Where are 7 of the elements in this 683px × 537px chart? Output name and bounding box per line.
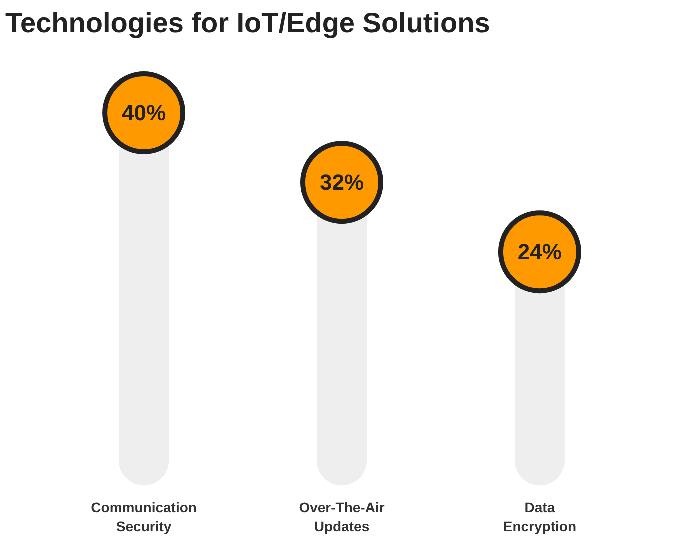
- x-tick-label: Communication Security: [91, 500, 197, 535]
- data-label: 24%: [518, 240, 562, 265]
- x-tick-label: Data Encryption: [503, 500, 577, 535]
- data-label: 40%: [122, 100, 166, 126]
- data-label: 32%: [320, 170, 364, 196]
- x-tick-label: Over-The-Air Updates: [299, 500, 386, 535]
- chart-title: Technologies for IoT/Edge Solutions: [6, 8, 490, 38]
